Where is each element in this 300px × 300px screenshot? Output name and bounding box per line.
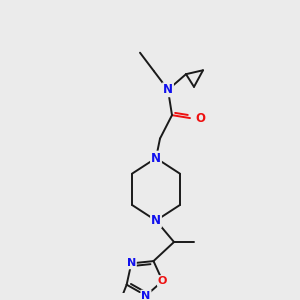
Text: N: N	[151, 214, 161, 227]
Text: N: N	[163, 83, 173, 96]
Text: N: N	[141, 291, 151, 300]
Text: N: N	[127, 258, 136, 268]
Text: N: N	[151, 152, 161, 165]
Text: O: O	[195, 112, 205, 124]
Text: O: O	[158, 276, 167, 286]
